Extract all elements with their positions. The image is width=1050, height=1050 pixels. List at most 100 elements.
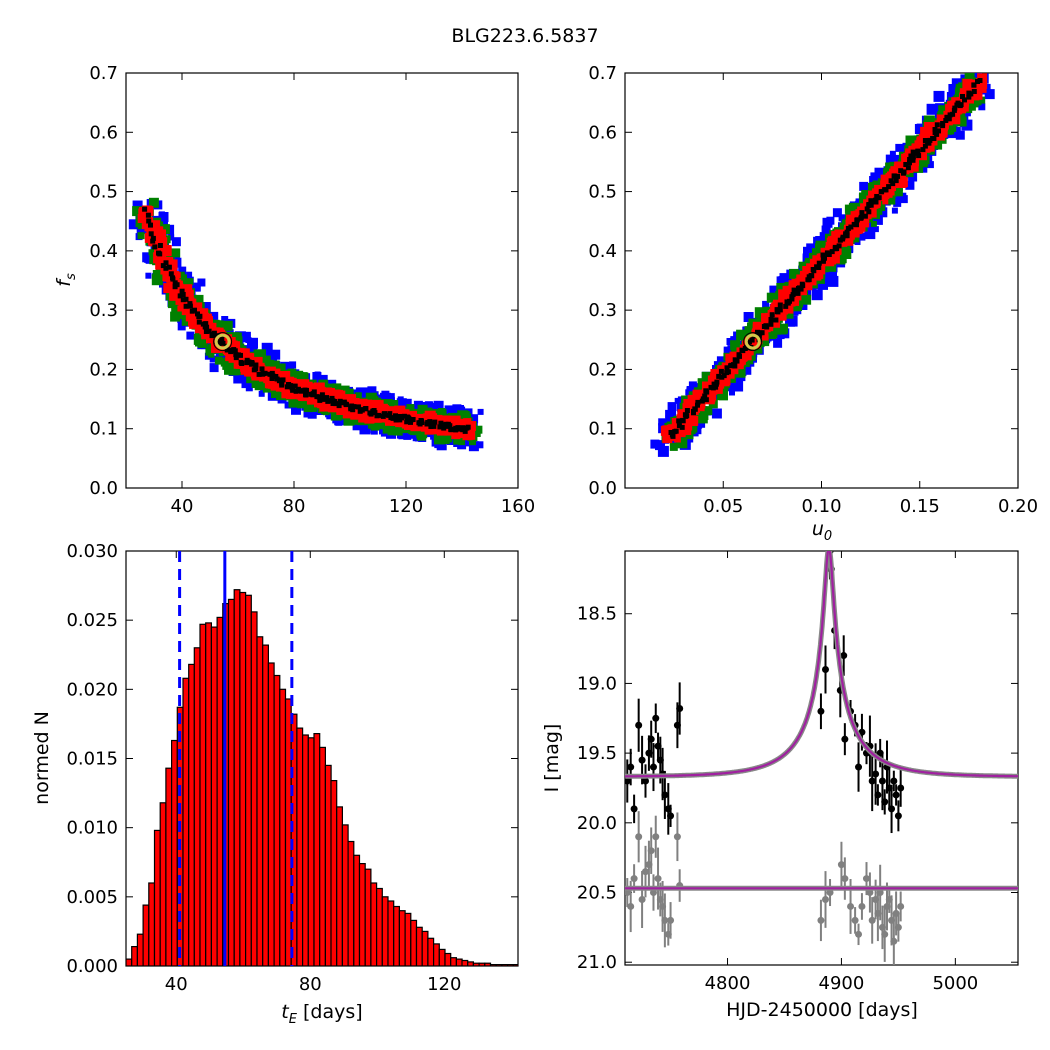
heat-cell-core [844, 229, 850, 235]
data-point [661, 791, 669, 799]
histogram-bar [250, 611, 258, 966]
heat-cell-core [148, 231, 154, 237]
heat-cell-core [910, 157, 916, 163]
heat-cell-core [862, 213, 868, 219]
best-fit-marker-outline [213, 332, 233, 352]
heat-cell-inner [287, 389, 297, 399]
heat-cell-middle [417, 431, 427, 441]
heat-cell-core [447, 423, 453, 429]
heat-cell-middle [287, 368, 297, 378]
heat-cell-core [180, 292, 186, 297]
data-point [667, 812, 675, 820]
heat-cell-middle [170, 311, 181, 322]
x-tick-label: 0.15 [900, 496, 940, 517]
data-point [627, 763, 635, 771]
data-point [661, 916, 669, 924]
heat-cell-inner [751, 335, 760, 344]
data-point [654, 875, 662, 883]
heat-cell-core [713, 384, 719, 390]
histogram-bar [376, 887, 383, 966]
heat-cell-middle [720, 382, 729, 391]
heat-cell-core [233, 355, 239, 361]
heat-cell-middle [766, 292, 777, 303]
heat-cell-outer [677, 396, 684, 403]
heat-cell-middle [137, 221, 146, 230]
heat-cell-outer [468, 441, 479, 452]
x-axis-label: u0 [812, 518, 832, 544]
heat-cell-core [401, 413, 407, 419]
heat-cell-inner [315, 386, 326, 397]
heat-cell-core [249, 361, 255, 367]
heat-cell-middle [848, 202, 859, 213]
y-tick-label: 0.4 [588, 241, 617, 262]
heat-cell-middle [274, 386, 286, 398]
heat-cell-inner [444, 428, 452, 436]
heat-cell-middle [171, 248, 181, 258]
heat-cell-core [437, 424, 443, 430]
heat-cell-outer [891, 207, 898, 214]
histogram-bar [507, 963, 514, 966]
heat-cell-middle [228, 365, 239, 376]
data-point [840, 652, 848, 660]
data-point [821, 665, 829, 673]
heat-cell-outer [743, 312, 754, 322]
heat-cell-core [699, 398, 705, 404]
histogram-bar [262, 644, 270, 966]
heat-cell-core [299, 388, 304, 394]
heat-cell-outer [895, 143, 904, 152]
heat-cell-middle [288, 396, 300, 408]
heat-cell-inner [465, 429, 476, 440]
heat-cell-core [960, 94, 965, 99]
heat-cell-middle [861, 190, 871, 199]
heat-cell-core [670, 433, 676, 439]
heat-cell-outer [872, 226, 879, 233]
heat-cell-core [438, 420, 444, 426]
heat-cell-outer [370, 427, 378, 435]
y-tick-label: 0.000 [66, 956, 118, 977]
heat-cell-outer [241, 379, 251, 389]
histogram-bar [159, 802, 167, 966]
data-point [868, 777, 876, 785]
heat-cell-core [168, 271, 174, 277]
heat-cell-middle [771, 324, 781, 335]
heat-cell-core [290, 387, 296, 393]
y-tick-label: 0.0 [588, 478, 617, 499]
histogram-bar [193, 647, 201, 966]
heat-cell-inner [959, 102, 969, 112]
histogram-bar [341, 824, 349, 966]
heat-cell-core [796, 285, 802, 291]
data-point [817, 707, 825, 715]
y-tick-label: 0.030 [66, 541, 118, 562]
model-curve [625, 551, 1018, 778]
heat-cell-core [668, 430, 674, 435]
heat-cell-outer [826, 216, 835, 225]
x-tick-label: 0.20 [998, 496, 1038, 517]
heat-cell-outer [145, 272, 152, 279]
heat-cell-inner [297, 383, 303, 390]
heat-cell-inner [762, 334, 769, 341]
heat-cell-core [145, 212, 151, 218]
heat-cell-middle [222, 320, 233, 331]
histogram-bar [210, 626, 218, 966]
heat-cell-outer [477, 408, 484, 415]
histogram-bar [142, 904, 150, 966]
heat-cell-outer [159, 219, 168, 229]
heat-cell-inner [188, 315, 199, 327]
heat-cell-core [431, 420, 437, 426]
histogram-bar [393, 905, 401, 966]
heat-cell-outer [864, 228, 876, 240]
heat-cell-inner [796, 274, 804, 282]
heat-cell-core [940, 121, 946, 126]
heat-cell-outer [432, 404, 439, 411]
heat-cell-inner [190, 311, 197, 318]
heat-cell-core [336, 403, 342, 409]
heat-cell-inner [686, 412, 696, 422]
heat-cell-core [288, 383, 294, 389]
x-tick-label: 40 [165, 974, 188, 995]
data-point [888, 805, 896, 813]
heat-cell-outer [819, 232, 830, 243]
heat-cell-core [777, 307, 783, 313]
heat-cell-core [381, 411, 387, 417]
heat-cell-outer [954, 127, 961, 133]
heat-cell-core [196, 319, 202, 325]
